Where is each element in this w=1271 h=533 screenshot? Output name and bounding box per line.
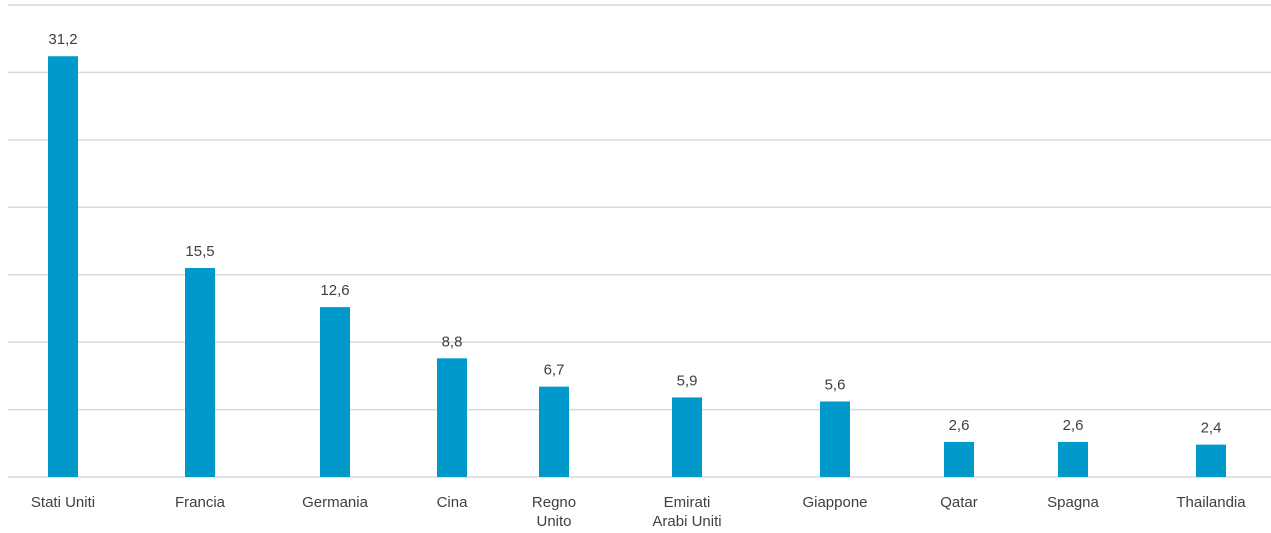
- x-tick-label: Stati Uniti: [31, 494, 95, 511]
- data-label: 5,6: [825, 376, 846, 393]
- data-label: 2,6: [1063, 417, 1084, 434]
- data-label: 5,9: [677, 372, 698, 389]
- data-label: 15,5: [185, 243, 214, 260]
- bars: [48, 56, 1226, 477]
- x-tick-label: Emirati Arabi Uniti: [652, 494, 721, 530]
- bar: [48, 56, 78, 477]
- x-tick-label-line: Stati Uniti: [31, 494, 95, 511]
- category-labels: Stati Uniti Francia Germania Cina Regno Unito…: [31, 494, 1246, 530]
- value-labels: 31,2 15,5 12,6 8,8 6,7 5,9 5,6 2,6 2,6 2,4: [48, 31, 1221, 436]
- x-tick-label-line: Spagna: [1047, 494, 1099, 511]
- x-tick-label-line: Thailandia: [1176, 494, 1246, 511]
- bar: [1058, 442, 1088, 477]
- x-tick-label-line: Giappone: [802, 494, 867, 511]
- x-tick-label-line: Cina: [437, 494, 469, 511]
- data-label: 2,6: [949, 417, 970, 434]
- bar: [539, 387, 569, 477]
- x-tick-label-line: Emirati: [664, 494, 711, 511]
- x-tick-label-line: Francia: [175, 494, 226, 511]
- x-tick-label: Giappone: [802, 494, 867, 511]
- x-tick-label: Spagna: [1047, 494, 1099, 511]
- bar: [320, 307, 350, 477]
- bar: [1196, 445, 1226, 477]
- x-tick-label-line: Regno: [532, 494, 576, 511]
- x-tick-label-line: Arabi Uniti: [652, 513, 721, 530]
- bar: [820, 401, 850, 477]
- data-label: 2,4: [1201, 420, 1222, 437]
- data-label: 6,7: [544, 362, 565, 379]
- x-tick-label: Regno Unito: [532, 494, 576, 530]
- bar: [672, 397, 702, 477]
- bar: [944, 442, 974, 477]
- x-tick-label: Francia: [175, 494, 226, 511]
- x-tick-label-line: Qatar: [940, 494, 978, 511]
- x-tick-label: Qatar: [940, 494, 978, 511]
- x-tick-label: Thailandia: [1176, 494, 1246, 511]
- data-label: 12,6: [320, 282, 349, 299]
- bar: [185, 268, 215, 477]
- x-tick-label-line: Unito: [536, 513, 571, 530]
- x-tick-label-line: Germania: [302, 494, 369, 511]
- x-tick-label: Cina: [437, 494, 469, 511]
- bar: [437, 358, 467, 477]
- x-tick-label: Germania: [302, 494, 369, 511]
- data-label: 31,2: [48, 31, 77, 48]
- data-label: 8,8: [442, 333, 463, 350]
